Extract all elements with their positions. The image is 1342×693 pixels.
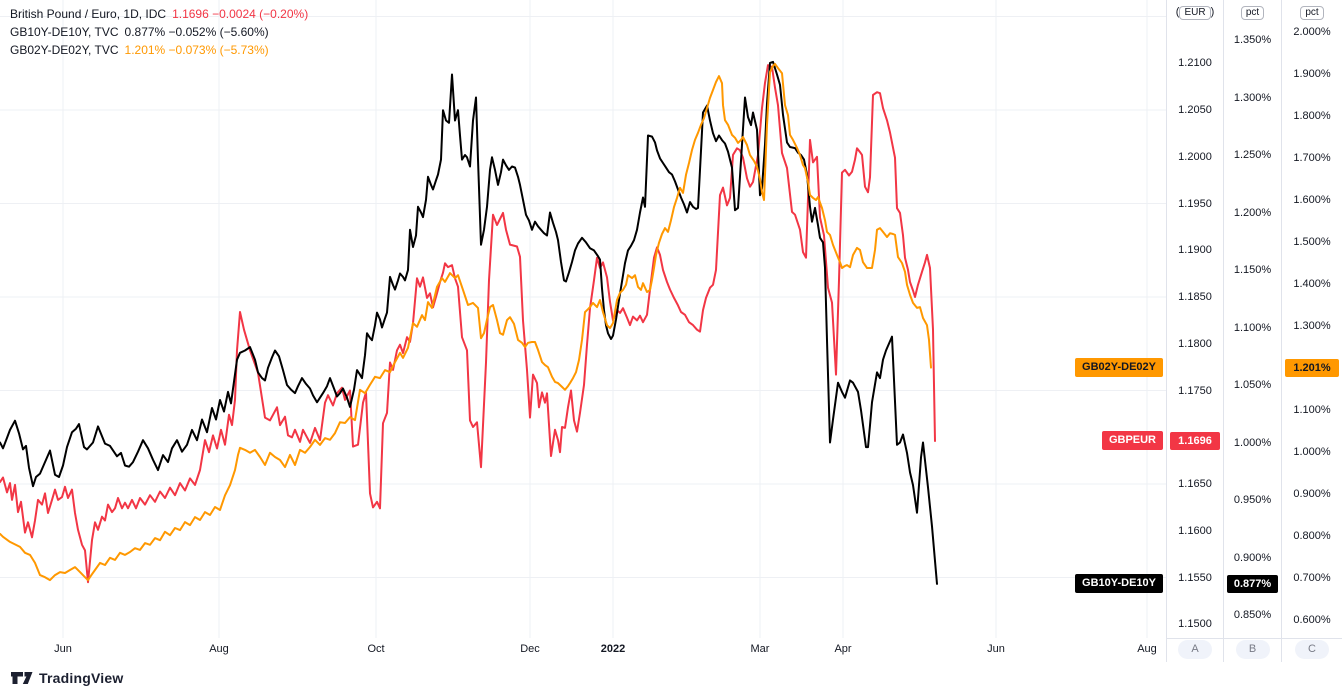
legend-row-gb10y-de10y[interactable]: GB10Y-DE10Y, TVC 0.877% −0.052% (−5.60%) xyxy=(10,23,308,41)
time-axis-label: 2022 xyxy=(600,643,626,655)
price-tick-label: 1.2100 xyxy=(1178,57,1212,70)
price-tick-label: 1.1900 xyxy=(1178,244,1212,257)
last-price-badge-gb02y-de02y: 1.201% xyxy=(1285,358,1339,377)
price-tick-label: 0.850% xyxy=(1233,609,1272,621)
legend-values: 0.877% −0.052% (−5.60%) xyxy=(124,25,269,39)
unit-paren: ) xyxy=(1210,6,1215,18)
last-price-badge-gb10y-de10y: 0.877% xyxy=(1227,574,1278,593)
price-tick-label: 2.000% xyxy=(1293,26,1331,38)
price-tick-label: 1.400% xyxy=(1293,278,1331,290)
tradingview-logo-icon xyxy=(11,672,33,684)
price-tick-label: 1.1750 xyxy=(1178,384,1212,397)
price-tick-label: 0.900% xyxy=(1233,551,1272,564)
price-tick-label: 1.100% xyxy=(1233,321,1272,334)
price-scale-pct-b[interactable]: pct 1.350% 1.300% 1.250% 1.200% 1.150% 1.100%… xyxy=(1223,0,1281,662)
price-tick-label: 1.100% xyxy=(1293,404,1331,416)
price-tick-label: 0.900% xyxy=(1293,488,1331,500)
price-tick-label: 1.200% xyxy=(1233,206,1272,219)
unit-paren: ( xyxy=(1175,6,1180,18)
price-tick-label: 1.500% xyxy=(1293,236,1331,248)
chart-plot-area[interactable]: British Pound / Euro, 1D, IDC 1.1696 −0.0… xyxy=(0,0,1166,638)
price-scale-eur[interactable]: (EUR) 1.2100 1.2050 1.2000 1.1950 1.1900 1.18… xyxy=(1166,0,1223,662)
time-axis-label: Aug xyxy=(1137,643,1157,655)
price-tick-label: 1.1950 xyxy=(1178,197,1212,210)
scale-unit-eur[interactable]: (EUR) xyxy=(1167,6,1223,20)
price-tick-label: 1.2050 xyxy=(1178,104,1212,116)
scale-unit-pct[interactable]: pct xyxy=(1224,6,1281,20)
price-tick-label: 1.1800 xyxy=(1178,337,1212,350)
unit-label[interactable]: pct xyxy=(1300,6,1324,20)
scale-c-button[interactable]: C xyxy=(1295,640,1329,659)
scale-unit-pct[interactable]: pct xyxy=(1282,6,1342,20)
legend-values: 1.1696 −0.0024 (−0.20%) xyxy=(172,7,309,21)
series-label-gb02y-de02y: GB02Y-DE02Y xyxy=(1075,357,1163,377)
price-tick-label: 1.700% xyxy=(1293,152,1331,164)
legend-row-gb02y-de02y[interactable]: GB02Y-DE02Y, TVC 1.201% −0.073% (−5.73%) xyxy=(10,41,308,59)
price-tick-label: 1.1650 xyxy=(1178,478,1212,490)
time-axis[interactable]: Jun Aug Oct Dec 2022 Mar Apr Jun Aug xyxy=(0,638,1166,662)
price-tick-label: 1.1550 xyxy=(1178,571,1212,584)
price-tick-label: 1.1600 xyxy=(1178,524,1212,537)
chart-canvas[interactable] xyxy=(0,0,1166,638)
series-label-gbpeur: GBPEUR xyxy=(1101,430,1163,450)
tradingview-logo[interactable]: TradingView xyxy=(10,670,123,686)
time-axis-label: Oct xyxy=(367,643,385,655)
time-axis-label: Mar xyxy=(750,643,770,655)
series-line-gb02y-de02y[interactable] xyxy=(0,62,932,582)
price-tick-label: 0.800% xyxy=(1293,530,1331,542)
price-tick-label: 0.950% xyxy=(1233,494,1272,506)
price-tick-label: 1.2000 xyxy=(1178,150,1212,163)
footer-area: TradingView xyxy=(0,662,1342,693)
legend-symbol-title[interactable]: GB02Y-DE02Y, TVC xyxy=(10,43,119,57)
legend-symbol-title[interactable]: GB10Y-DE10Y, TVC xyxy=(10,25,119,39)
price-tick-label: 1.350% xyxy=(1233,34,1272,46)
price-tick-label: 1.250% xyxy=(1233,149,1272,161)
price-tick-label: 1.900% xyxy=(1293,68,1331,80)
series-label-gb10y-de10y: GB10Y-DE10Y xyxy=(1075,573,1163,593)
last-price-badge-gbpeur: 1.1696 xyxy=(1170,431,1220,450)
legend-symbol-title[interactable]: British Pound / Euro, 1D, IDC xyxy=(10,7,167,21)
time-axis-label: Apr xyxy=(834,643,852,655)
time-axis-label: Aug xyxy=(209,643,229,655)
price-tick-label: 0.600% xyxy=(1293,614,1331,626)
unit-label[interactable]: EUR xyxy=(1179,6,1211,20)
unit-label[interactable]: pct xyxy=(1240,6,1265,20)
time-axis-label: Jun xyxy=(987,643,1005,655)
scale-b-button[interactable]: B xyxy=(1235,640,1270,659)
series-line-gbpeur[interactable] xyxy=(0,64,936,584)
chart-legend: British Pound / Euro, 1D, IDC 1.1696 −0.0… xyxy=(10,5,308,59)
price-tick-label: 1.050% xyxy=(1233,379,1272,391)
price-tick-label: 1.600% xyxy=(1293,194,1331,206)
price-tick-label: 1.1850 xyxy=(1178,291,1212,303)
price-tick-label: 1.150% xyxy=(1233,264,1272,276)
scale-a-button[interactable]: A xyxy=(1178,640,1212,659)
price-tick-label: 1.000% xyxy=(1293,446,1331,458)
price-tick-label: 1.000% xyxy=(1233,436,1272,449)
price-tick-label: 0.700% xyxy=(1293,572,1331,584)
legend-row-gbpeur[interactable]: British Pound / Euro, 1D, IDC 1.1696 −0.0… xyxy=(10,5,308,23)
series-line-gb10y-de10y[interactable] xyxy=(0,60,938,585)
price-tick-label: 1.1500 xyxy=(1178,618,1212,631)
time-axis-label: Jun xyxy=(54,643,72,655)
tradingview-logo-text: TradingView xyxy=(39,670,124,686)
price-tick-label: 1.300% xyxy=(1233,91,1272,104)
legend-values: 1.201% −0.073% (−5.73%) xyxy=(124,43,269,57)
price-tick-label: 1.300% xyxy=(1293,320,1331,332)
time-axis-label: Dec xyxy=(520,643,540,655)
price-tick-label: 1.800% xyxy=(1293,110,1331,122)
price-scale-pct-c[interactable]: pct 2.000% 1.900% 1.800% 1.700% 1.600% 1.500%… xyxy=(1281,0,1342,662)
